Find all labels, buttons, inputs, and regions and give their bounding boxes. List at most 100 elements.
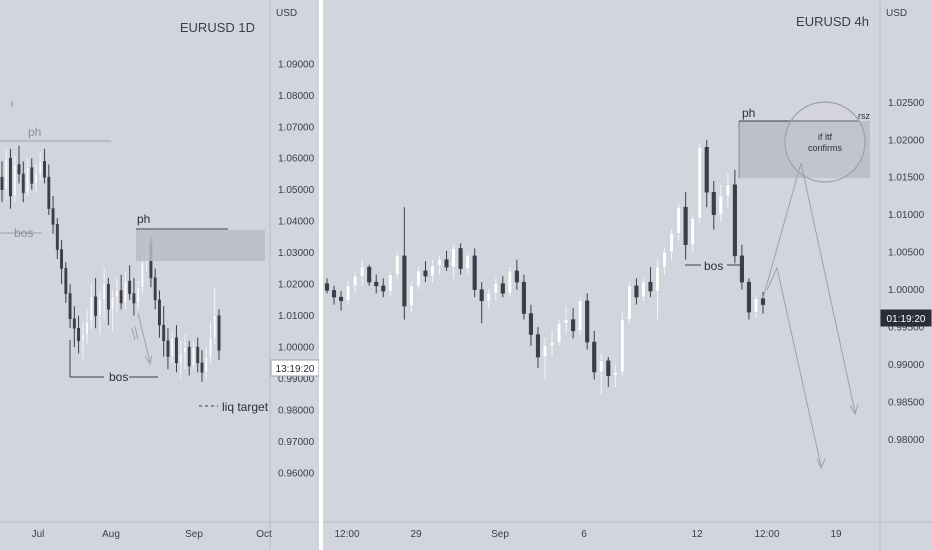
arrow-head-a: [849, 403, 859, 416]
x-tick-label: Jul: [32, 529, 45, 540]
candle-body: [26, 167, 29, 194]
candle-body: [409, 285, 414, 307]
y-tick-label: 1.00500: [888, 248, 925, 259]
candle-body: [89, 296, 93, 323]
candle-body: [166, 340, 170, 357]
chart-background: [0, 0, 320, 550]
candle-body: [571, 319, 576, 332]
candle-body: [94, 296, 98, 316]
chart-title: EURUSD 1D: [180, 20, 255, 35]
supply-zone: [136, 230, 265, 261]
candle-body: [81, 334, 85, 342]
candle-body: [60, 249, 64, 269]
y-tick-label: 1.06000: [278, 154, 315, 165]
y-tick-label: 1.02000: [278, 280, 315, 291]
candle-body: [123, 280, 127, 304]
projection-path-b: [766, 266, 822, 467]
candle-body: [634, 285, 639, 298]
candle-body: [613, 371, 618, 377]
candle-body: [732, 184, 737, 257]
chart-background: [323, 0, 932, 550]
equal-mark-a: [131, 327, 136, 341]
candle-body: [465, 255, 470, 269]
candle-body: [479, 289, 484, 302]
chart-pane-4h[interactable]: EURUSD 4h USD 1.02500 1.02000 1.01500 1.01000…: [323, 0, 932, 550]
x-tick-label: Sep: [491, 529, 509, 540]
candle-body: [592, 341, 597, 373]
candle-body: [620, 319, 625, 373]
candle-body: [162, 324, 166, 342]
candle-body: [179, 353, 183, 364]
candle-body: [585, 300, 590, 343]
ph-label-top: ph: [28, 125, 41, 139]
chart-pane-1d[interactable]: EURUSD 1D USD 1.09000 1.08000 1.07000 1.06000…: [0, 0, 320, 550]
y-tick-label: 1.09000: [278, 59, 315, 70]
candlestick-chart-1d[interactable]: EURUSD 1D USD 1.09000 1.08000 1.07000 1.06000…: [0, 0, 320, 550]
candle-body: [34, 173, 38, 184]
candle-body: [13, 164, 17, 197]
candle-body: [64, 268, 68, 294]
candle-body: [30, 167, 34, 184]
y-tick-label: 0.98500: [888, 397, 925, 408]
candle-body: [111, 296, 115, 310]
candle-body: [725, 184, 730, 197]
y-tick-label: 1.01000: [278, 311, 315, 322]
arrow-head: [144, 354, 153, 366]
y-tick-label: 0.98000: [278, 406, 315, 417]
candle-body: [528, 313, 533, 335]
x-tick-label: 29: [410, 529, 422, 540]
x-tick-label: 12: [691, 529, 703, 540]
candle-body: [718, 195, 723, 215]
y-tick-label: 1.00000: [888, 285, 925, 296]
candle-body: [578, 300, 583, 332]
candle-body: [753, 298, 759, 313]
candle-body: [437, 259, 442, 266]
candle-body: [514, 270, 519, 283]
candle-body: [9, 157, 12, 197]
candle-body: [458, 248, 463, 269]
candle-body: [0, 176, 4, 190]
y-tick-label: 1.05000: [278, 185, 315, 196]
candle-body: [521, 281, 526, 314]
candle-body: [47, 176, 51, 209]
candle-body: [549, 341, 555, 347]
y-tick-label: 0.97000: [278, 437, 315, 448]
candle-body: [564, 319, 569, 324]
candle-body: [360, 266, 365, 277]
candle-body: [402, 255, 407, 307]
confirm-circle: [784, 101, 866, 183]
currency-label: USD: [886, 8, 907, 19]
candle-body: [655, 266, 660, 292]
candle-body: [395, 255, 400, 275]
candle-body: [381, 285, 386, 292]
y-tick-label: 1.01000: [888, 210, 925, 221]
x-tick-label: Aug: [102, 529, 120, 540]
candle-body: [648, 281, 653, 292]
rsz-label: rsz: [858, 111, 870, 121]
candle-body: [535, 334, 541, 358]
candle-body: [367, 266, 372, 283]
ph-label: ph: [742, 106, 755, 120]
candle-body: [85, 321, 89, 335]
candle-body: [374, 281, 379, 287]
y-tick-label: 1.08000: [278, 91, 315, 102]
candle-body: [153, 277, 157, 301]
candle-body: [132, 293, 136, 304]
candle-body: [187, 346, 191, 367]
bos-label-bg: [104, 369, 129, 383]
candle-body: [102, 283, 106, 301]
pane-splitter[interactable]: [319, 0, 324, 550]
currency-label: USD: [276, 8, 297, 19]
candle-body: [17, 164, 21, 175]
x-tick-label: Oct: [256, 529, 272, 540]
candle-body: [51, 208, 55, 225]
candle-body: [486, 293, 491, 302]
candle-body: [353, 275, 358, 287]
y-tick-label: 1.02000: [888, 135, 925, 146]
bos-label: bos: [704, 259, 723, 273]
y-tick-label: 0.98000: [888, 435, 925, 446]
candle-body: [500, 283, 505, 294]
x-tick-label: Sep: [185, 529, 203, 540]
supply-zone: [739, 121, 870, 178]
candlestick-chart-4h[interactable]: EURUSD 4h USD 1.02500 1.02000 1.01500 1.01000…: [323, 0, 932, 550]
